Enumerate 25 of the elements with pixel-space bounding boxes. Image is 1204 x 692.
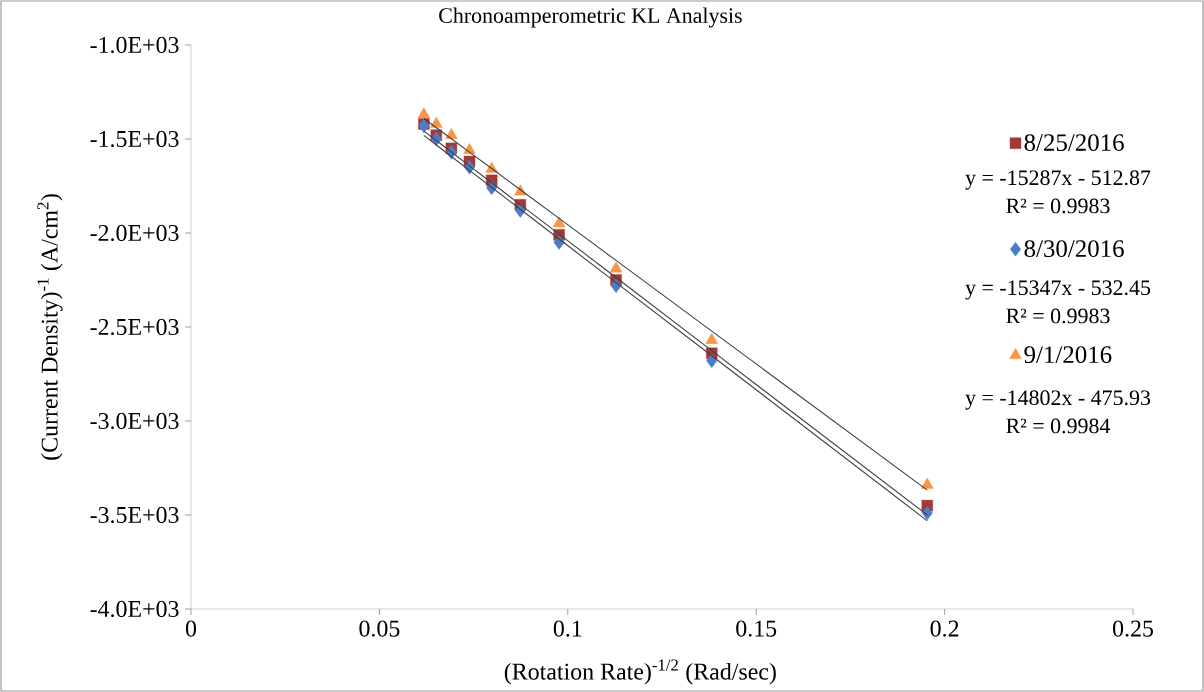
x-tick-label: 0.25 xyxy=(1113,620,1153,637)
annotation: y = -15347x - 532.45 xyxy=(965,280,1151,300)
legend-label: 8/25/2016 xyxy=(1024,134,1124,151)
x-axis-title: (Rotation Rate)$^{-1/2}$ (Rad/sec) xyxy=(504,659,776,685)
y-tick-label: -1.5E+03 xyxy=(90,130,179,148)
annotation: R² = 0.9983 xyxy=(1006,198,1110,214)
y-tick-label: -3.0E+03 xyxy=(90,412,179,430)
annotation: R² = 0.9984 xyxy=(1006,418,1111,434)
x-tick-label: 0.1 xyxy=(553,620,582,637)
x-tick-label: 0 xyxy=(185,620,197,637)
x-tick-label: 0.15 xyxy=(736,620,777,637)
annotation: y = -15287x - 512.87 xyxy=(965,170,1151,190)
y-tick-label: -3.5E+03 xyxy=(90,506,179,524)
y-axis-title: (Current Density)$^{-1}$ (A/cm$^{2}$) xyxy=(37,194,63,460)
y-tick-label: -2.5E+03 xyxy=(90,318,179,336)
x-tick-label: 0.2 xyxy=(930,620,959,637)
chart-title: Chronoamperometric KL Analysis xyxy=(439,7,742,28)
y-tick-label: -2.0E+03 xyxy=(90,224,179,242)
y-tick-label: -4.0E+03 xyxy=(90,600,179,618)
legend-label: 8/30/2016 xyxy=(1024,240,1124,258)
x-tick-label: 0.05 xyxy=(359,620,400,637)
y-tick-label: -1.0E+03 xyxy=(90,36,179,54)
legend-label: 9/1/2016 xyxy=(1024,346,1112,364)
annotation: y = -14802x - 475.93 xyxy=(965,390,1151,410)
annotation: R² = 0.9983 xyxy=(1006,308,1110,324)
